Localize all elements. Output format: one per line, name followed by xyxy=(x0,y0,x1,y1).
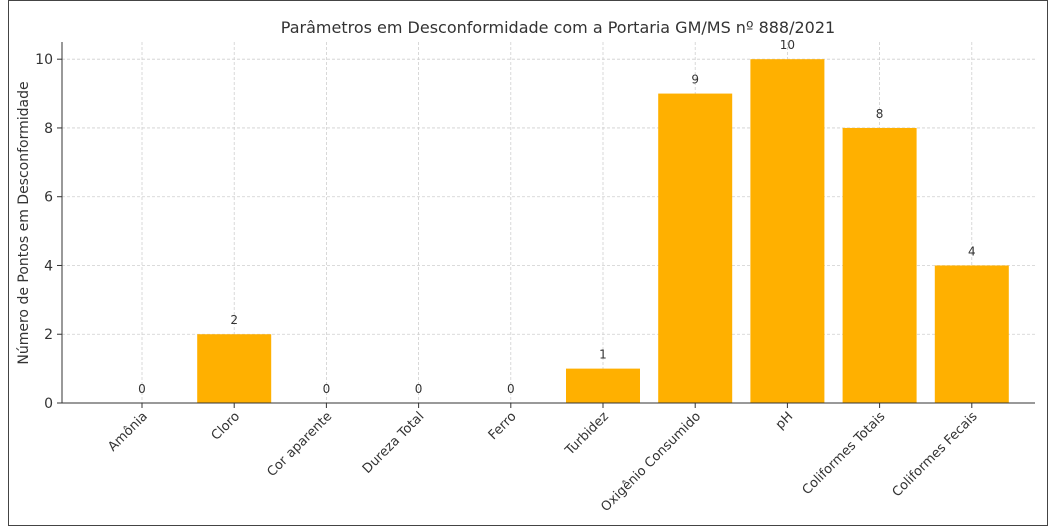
x-tick-label: Oxigênio Consumido xyxy=(598,409,704,515)
value-label: 0 xyxy=(507,382,515,396)
value-label: 1 xyxy=(599,348,607,362)
y-tick-label: 4 xyxy=(44,258,53,274)
x-tick-label: Amônia xyxy=(105,409,150,454)
y-tick-label: 10 xyxy=(35,52,53,68)
x-tick-label: Cloro xyxy=(209,409,243,443)
bar xyxy=(197,334,272,403)
x-tick-label: Turbidez xyxy=(562,409,612,459)
bar xyxy=(842,127,917,403)
value-label: 0 xyxy=(138,382,146,396)
y-tick-label: 6 xyxy=(44,190,53,206)
value-label: 9 xyxy=(691,73,699,87)
x-tick-label: Coliformes Fecais xyxy=(890,409,981,500)
value-label: 2 xyxy=(230,313,238,327)
y-axis-label: Número de Pontos em Desconformidade xyxy=(16,81,32,364)
value-label: 0 xyxy=(323,382,331,396)
y-tick-label: 2 xyxy=(44,327,53,343)
bar xyxy=(658,93,733,404)
bar xyxy=(750,59,825,403)
x-tick-label: Ferro xyxy=(486,409,520,443)
x-tick-label: Dureza Total xyxy=(360,409,428,477)
chart-title: Parâmetros em Desconformidade com a Port… xyxy=(281,18,835,37)
y-tick-label: 8 xyxy=(44,121,53,137)
y-tick-label: 0 xyxy=(44,396,53,412)
value-label: 10 xyxy=(780,38,795,52)
x-tick-label: Cor aparente xyxy=(264,409,335,480)
x-tick-label: Coliformes Totais xyxy=(800,409,889,498)
bar xyxy=(934,265,1009,403)
value-label: 8 xyxy=(876,107,884,121)
value-label: 0 xyxy=(415,382,423,396)
x-tick-label: pH xyxy=(773,409,796,432)
bar xyxy=(566,368,640,403)
value-label: 4 xyxy=(968,244,976,258)
